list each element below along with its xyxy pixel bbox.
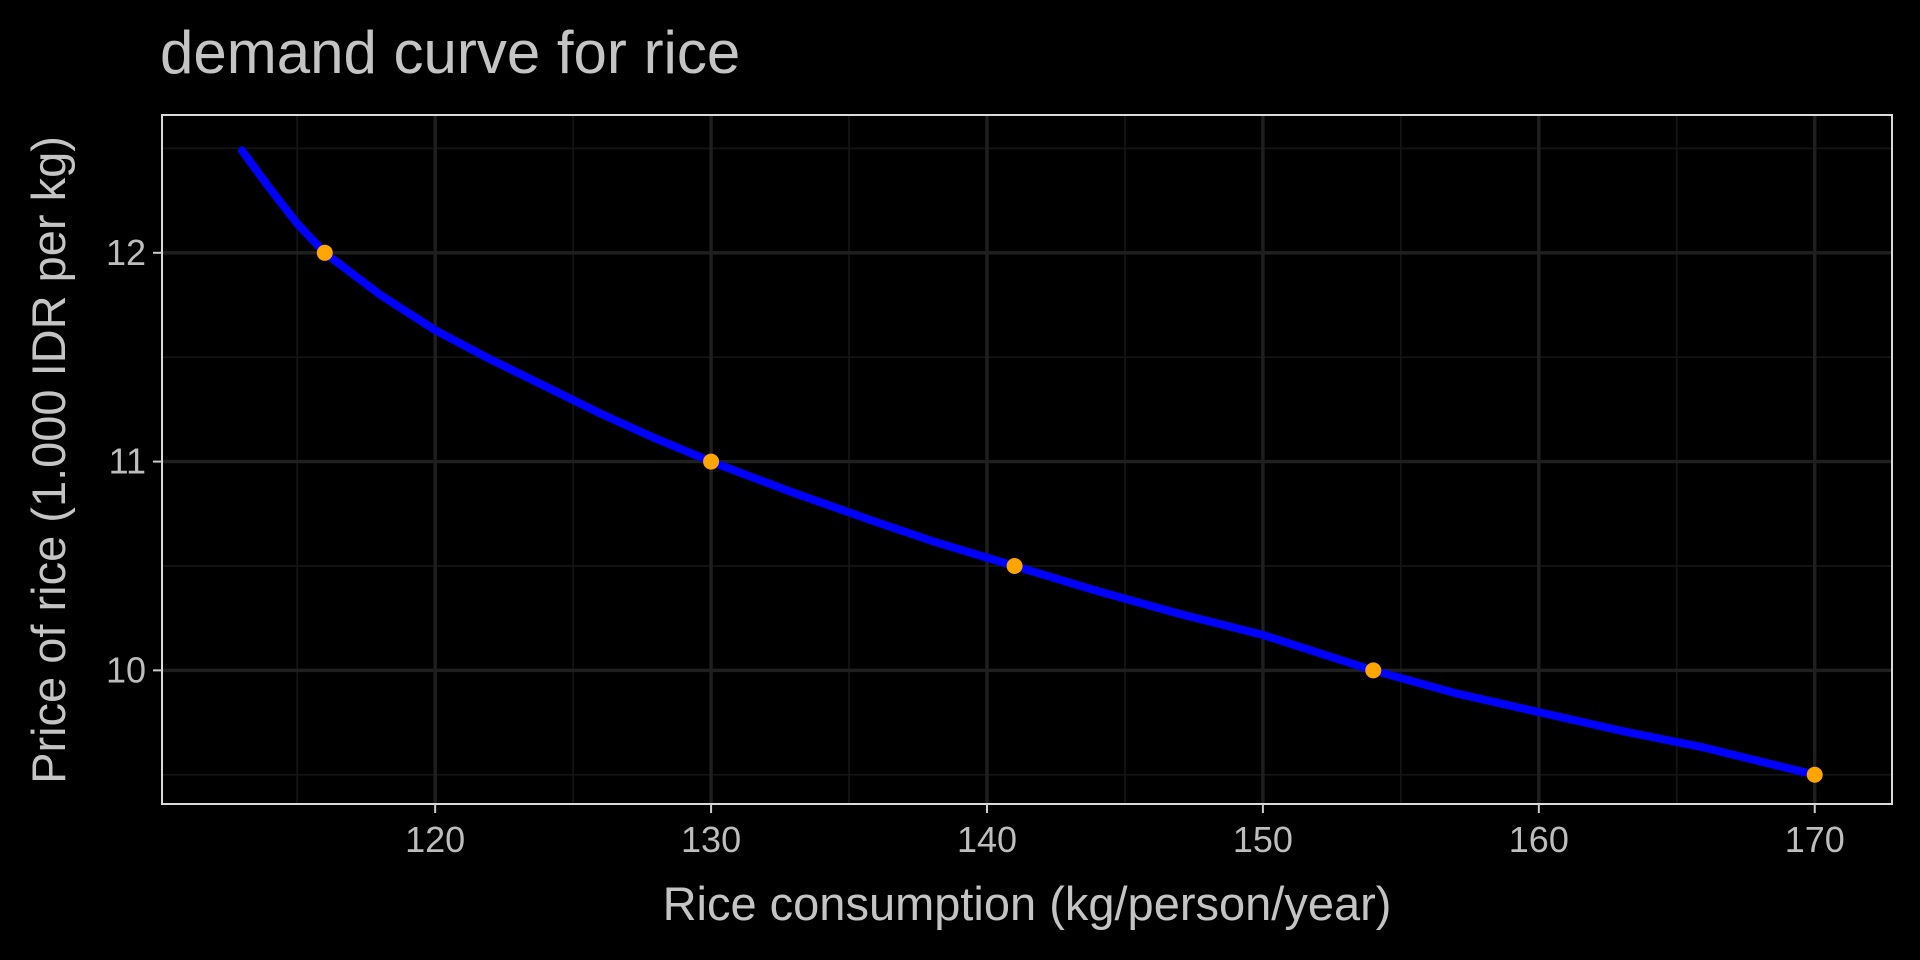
x-tick-label: 140 xyxy=(957,819,1017,860)
data-point xyxy=(703,453,720,470)
chart-title: demand curve for rice xyxy=(160,19,740,86)
x-tick-label: 160 xyxy=(1509,819,1569,860)
plot-panel xyxy=(161,114,1893,805)
x-tick-label: 150 xyxy=(1233,819,1293,860)
x-axis: 120 130 140 150 160 170 xyxy=(405,804,1845,860)
x-tick-label: 130 xyxy=(681,819,741,860)
y-tick-label: 10 xyxy=(106,649,146,690)
panel-background xyxy=(162,115,1892,804)
panel-border xyxy=(161,114,1893,805)
demand-curve-line xyxy=(238,146,1819,779)
data-point xyxy=(316,244,333,261)
data-point xyxy=(1806,766,1823,783)
data-point xyxy=(1006,557,1023,574)
y-axis: 10 11 12 xyxy=(106,232,162,690)
y-tick-label: 11 xyxy=(109,441,146,482)
x-axis-title: Rice consumption (kg/person/year) xyxy=(663,877,1392,930)
data-point xyxy=(1365,662,1382,679)
y-tick-label: 12 xyxy=(106,232,146,273)
y-axis-title: Price of rice (1.000 IDR per kg) xyxy=(22,136,75,784)
x-tick-label: 170 xyxy=(1785,819,1845,860)
x-tick-label: 120 xyxy=(405,819,465,860)
